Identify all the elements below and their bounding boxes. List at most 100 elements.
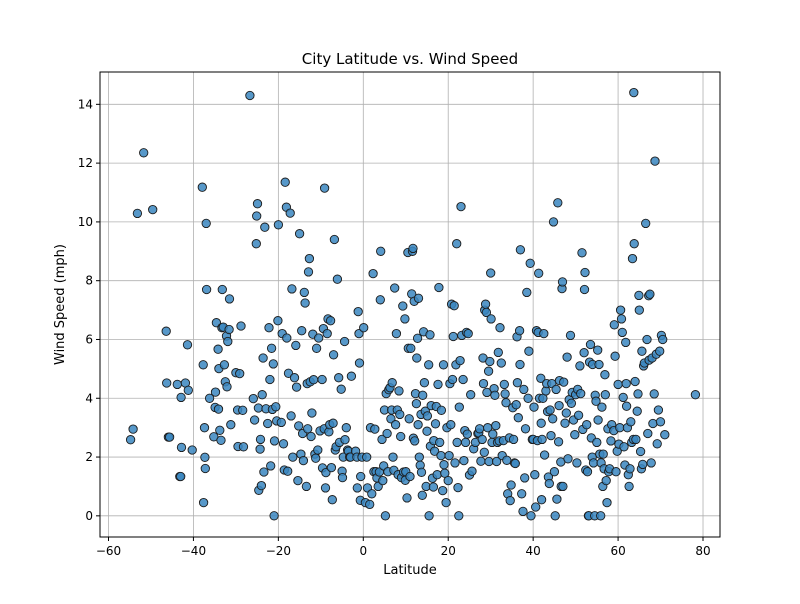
data-point [447, 374, 458, 385]
data-point [546, 430, 556, 441]
data-point [359, 323, 369, 333]
y-tick-label: 4 [85, 391, 93, 405]
data-point [418, 390, 428, 400]
data-point [424, 511, 434, 521]
data-point [570, 430, 580, 440]
data-point [554, 400, 564, 411]
data-point [197, 182, 207, 192]
x-tick-label: −40 [181, 544, 206, 558]
data-point [308, 375, 319, 385]
data-point [655, 417, 666, 427]
data-point [406, 343, 416, 353]
data-point [593, 415, 603, 425]
data-point [549, 467, 560, 477]
data-point [582, 467, 593, 477]
y-tick-label: 2 [85, 450, 93, 464]
x-tick-label: 60 [610, 544, 625, 558]
data-point [238, 405, 248, 415]
data-point [416, 467, 427, 477]
data-point [550, 511, 560, 521]
data-point [443, 475, 453, 486]
data-point [294, 229, 305, 239]
data-point [530, 470, 540, 480]
data-point [512, 378, 523, 388]
data-point [258, 353, 268, 363]
data-point [224, 294, 235, 304]
data-point [561, 408, 571, 418]
data-point [539, 328, 549, 339]
data-point [176, 392, 186, 403]
data-point [506, 480, 516, 490]
data-point [638, 459, 648, 470]
data-point [432, 470, 442, 480]
data-point [339, 336, 350, 347]
data-point [519, 384, 529, 395]
data-point [597, 402, 607, 412]
data-point [463, 328, 473, 339]
data-point [548, 414, 558, 424]
data-point [408, 243, 418, 254]
data-point [606, 436, 616, 446]
data-point [301, 481, 312, 492]
data-point [452, 239, 462, 249]
data-point [365, 499, 375, 510]
data-point [579, 284, 590, 295]
data-point [314, 333, 324, 343]
data-point [268, 359, 278, 369]
data-point [294, 421, 304, 431]
data-point [552, 494, 562, 504]
data-point [495, 323, 505, 333]
data-point [643, 428, 653, 439]
data-point [520, 473, 530, 483]
data-point [201, 284, 212, 295]
data-point [500, 389, 510, 399]
data-point [455, 355, 465, 366]
x-tick-label: 40 [526, 544, 541, 558]
data-point [132, 208, 143, 219]
data-point [353, 306, 363, 317]
data-point [390, 420, 401, 430]
data-point [559, 377, 569, 387]
data-point [690, 390, 701, 400]
data-point [273, 316, 283, 326]
data-point [529, 402, 539, 412]
data-point [266, 461, 276, 471]
data-point [652, 439, 662, 449]
data-point [616, 314, 627, 324]
data-point [513, 413, 523, 423]
data-point [252, 199, 263, 209]
data-point [429, 446, 440, 456]
data-point [486, 314, 496, 324]
data-point [414, 452, 424, 462]
data-point [249, 415, 260, 425]
data-point [300, 298, 310, 308]
data-point [255, 444, 265, 454]
data-point [187, 445, 197, 455]
data-point [585, 339, 596, 350]
data-point [615, 305, 626, 315]
y-axis-label: Wind Speed (mph) [53, 244, 68, 365]
data-point [404, 414, 414, 424]
data-point [466, 390, 476, 400]
data-point [484, 456, 494, 467]
data-point [162, 378, 172, 388]
data-point [510, 458, 520, 469]
data-point [602, 497, 612, 508]
data-point [563, 454, 573, 464]
data-point [572, 458, 582, 468]
data-point [588, 458, 599, 468]
data-point [322, 328, 332, 339]
data-point [269, 511, 279, 521]
data-point [476, 456, 486, 466]
data-point [450, 458, 460, 468]
data-point [354, 358, 365, 368]
data-point [575, 361, 585, 371]
data-point [332, 274, 343, 284]
data-point [453, 482, 463, 493]
data-point [411, 398, 422, 409]
data-point [329, 234, 340, 245]
data-point [378, 475, 388, 486]
data-point [491, 456, 502, 467]
